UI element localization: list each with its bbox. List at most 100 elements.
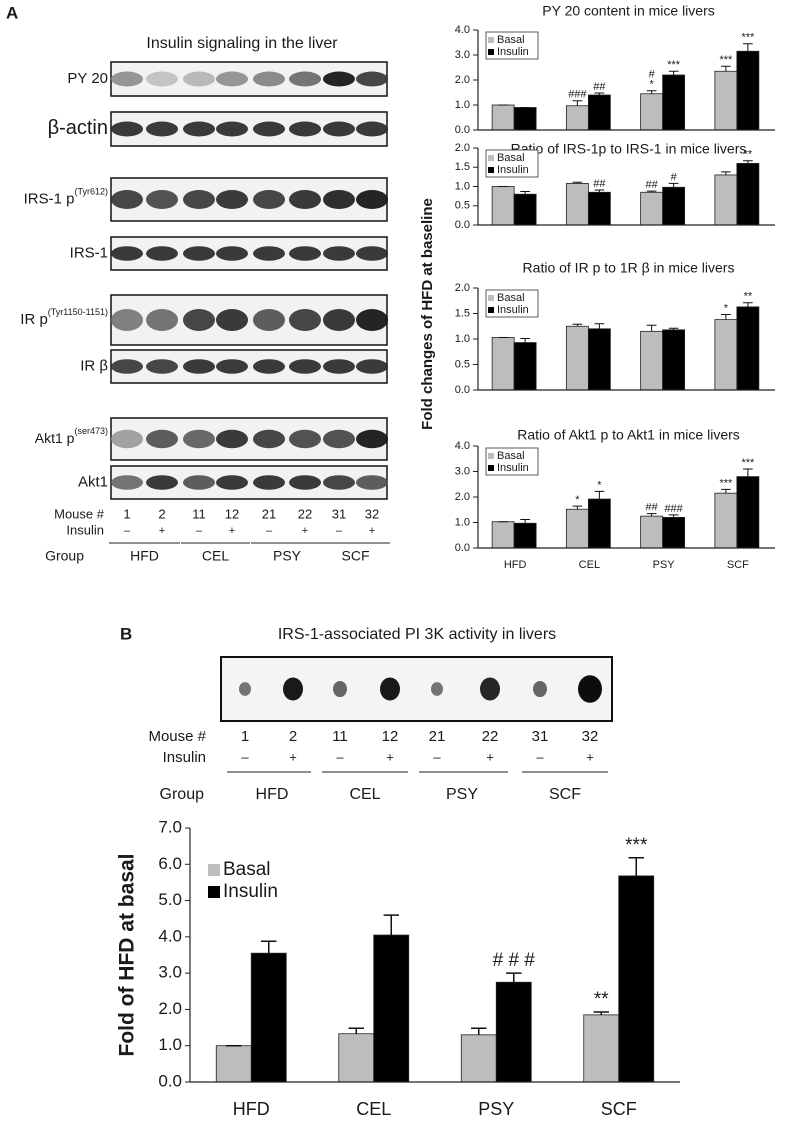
mouse-label: Mouse # bbox=[54, 506, 105, 521]
bar bbox=[565, 325, 589, 391]
error-bar bbox=[646, 324, 657, 332]
blot-band bbox=[253, 359, 285, 374]
row-label-sup: (Tyr1150-1151) bbox=[48, 307, 108, 317]
blot-spot bbox=[480, 677, 500, 701]
blot-row-label: IRS-1 p(Tyr612) bbox=[24, 187, 108, 208]
legend-label: Insulin bbox=[497, 462, 529, 474]
significance-mark: *** bbox=[741, 457, 755, 469]
chart-title: PY 20 content in mice livers bbox=[542, 3, 715, 19]
blot-band bbox=[216, 121, 248, 137]
blot-band bbox=[323, 429, 355, 449]
bar bbox=[587, 498, 611, 549]
x-tick-label: CEL bbox=[579, 559, 600, 571]
blot-spot bbox=[333, 680, 347, 698]
group-name: SCF bbox=[342, 548, 370, 564]
blot-band bbox=[111, 246, 143, 261]
bar bbox=[714, 319, 738, 391]
bar bbox=[736, 162, 760, 226]
bar bbox=[513, 342, 537, 391]
blot-band bbox=[146, 475, 178, 490]
blot-band bbox=[253, 309, 285, 331]
error-bar bbox=[520, 337, 530, 343]
blot-band bbox=[323, 359, 355, 374]
legend-swatch bbox=[488, 167, 494, 173]
bar bbox=[460, 1034, 497, 1083]
legend-label: Insulin bbox=[497, 164, 529, 176]
blot-band bbox=[146, 190, 178, 209]
blot-band bbox=[323, 309, 355, 331]
blot-frame bbox=[220, 656, 613, 722]
error-bar bbox=[383, 914, 399, 936]
blot-band bbox=[111, 190, 143, 209]
legend-label: Basal bbox=[497, 292, 525, 304]
blot-band bbox=[183, 359, 215, 374]
significance-mark: * bbox=[575, 494, 580, 506]
blot-band bbox=[216, 359, 248, 374]
row-label-text: β-actin bbox=[48, 117, 108, 139]
bar bbox=[373, 934, 410, 1083]
bar bbox=[513, 522, 537, 549]
bar bbox=[491, 186, 515, 226]
legend-label: Basal bbox=[497, 152, 525, 164]
blot-band bbox=[323, 71, 355, 87]
blot-band bbox=[356, 71, 388, 87]
x-tick-label: SCF bbox=[601, 1099, 637, 1119]
blot-row-label: IRS-1 bbox=[70, 244, 108, 261]
panel-letter: B bbox=[120, 624, 132, 643]
error-bar bbox=[646, 513, 657, 517]
blot-spot bbox=[578, 675, 602, 703]
mouse-label: Mouse # bbox=[148, 728, 206, 745]
error-bar bbox=[506, 972, 522, 983]
mouse-number: 11 bbox=[192, 506, 206, 521]
blot-band bbox=[111, 475, 143, 490]
significance-mark: * bbox=[724, 302, 729, 314]
blot-band bbox=[183, 246, 215, 261]
insulin-sign: + bbox=[386, 749, 394, 764]
error-bar bbox=[743, 468, 753, 477]
blot-band bbox=[183, 309, 215, 331]
legend-swatch bbox=[488, 155, 494, 161]
group-name: HFD bbox=[130, 548, 159, 564]
insulin-sign: – bbox=[196, 525, 203, 537]
blot-band bbox=[289, 121, 321, 137]
significance-mark: ### bbox=[664, 503, 683, 515]
group-label: Group bbox=[160, 786, 205, 803]
x-tick-label: HFD bbox=[233, 1099, 270, 1119]
x-tick-label: CEL bbox=[356, 1099, 391, 1119]
blot-spot bbox=[239, 682, 251, 696]
blot-band bbox=[146, 246, 178, 261]
y-tick-label: 0.0 bbox=[455, 384, 470, 396]
legend-swatch bbox=[488, 295, 494, 301]
group-name: CEL bbox=[349, 786, 380, 803]
blot-band bbox=[183, 121, 215, 137]
mouse-number: 2 bbox=[158, 506, 165, 521]
y-tick-label: 2.0 bbox=[455, 491, 470, 503]
y-tick-label: 2.0 bbox=[455, 74, 470, 86]
bar bbox=[565, 508, 589, 549]
y-tick-label: 1.0 bbox=[455, 516, 470, 528]
legend-swatch bbox=[208, 886, 220, 898]
blot-band bbox=[111, 121, 143, 137]
y-tick-label: 1.0 bbox=[455, 333, 470, 345]
significance-mark: ** bbox=[744, 149, 753, 161]
error-bar bbox=[721, 488, 731, 494]
insulin-sign: – bbox=[336, 525, 343, 537]
bar bbox=[662, 329, 686, 391]
blot-band bbox=[183, 475, 215, 490]
error-bar bbox=[471, 1027, 487, 1035]
y-axis-title: Fold changes of HFD at baseline bbox=[419, 198, 436, 430]
y-tick-label: 1.0 bbox=[455, 180, 470, 192]
group-label: Group bbox=[45, 548, 84, 564]
mouse-number: 1 bbox=[241, 728, 249, 745]
error-bar bbox=[721, 314, 731, 320]
error-bar bbox=[721, 171, 731, 175]
y-axis-title: Fold of HFD at basal bbox=[116, 853, 139, 1056]
blot-band bbox=[289, 429, 321, 449]
y-tick-label: 7.0 bbox=[158, 817, 182, 836]
error-bar bbox=[348, 1027, 364, 1034]
error-bar bbox=[572, 505, 583, 510]
error-bar bbox=[668, 70, 679, 75]
error-bar bbox=[668, 327, 679, 330]
blot-spot bbox=[431, 682, 443, 696]
